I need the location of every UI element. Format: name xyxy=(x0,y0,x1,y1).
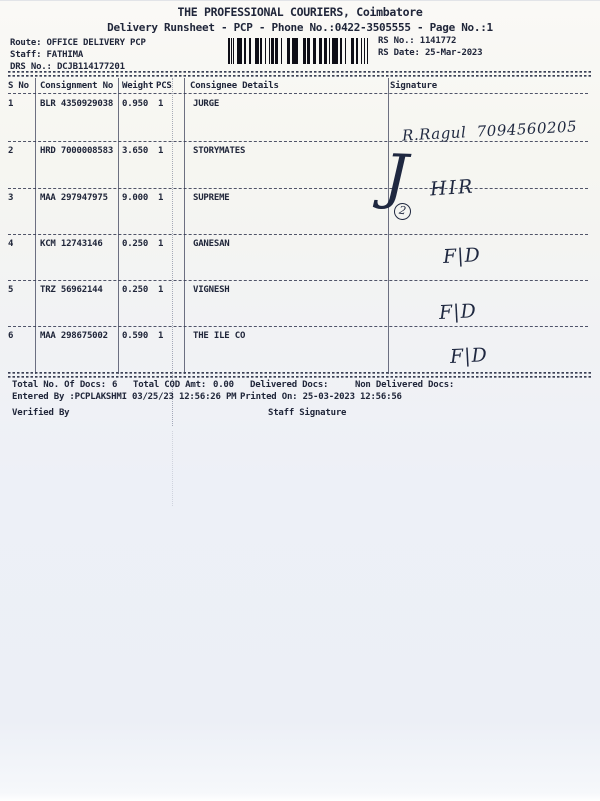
row-sno: 4 xyxy=(8,239,14,249)
row-consignee: STORYMATES xyxy=(193,146,246,156)
row-sno: 6 xyxy=(8,331,14,341)
row-weight: 0.950 xyxy=(122,99,149,109)
row-consignee: THE ILE CO xyxy=(193,331,246,341)
column-divider xyxy=(118,78,119,374)
row-weight: 0.250 xyxy=(122,285,149,295)
table-row: 3 MAA 297947975 9.000 1 SUPREME xyxy=(0,191,600,237)
column-divider xyxy=(172,78,173,426)
row-consignment: HRD 7000008583 xyxy=(40,146,114,156)
non-delivered-docs-label: Non Delivered Docs: xyxy=(355,380,455,390)
fold-mark xyxy=(172,431,173,506)
separator-line-bottom xyxy=(8,372,592,379)
table-row: 2 HRD 7000008583 3.650 1 STORYMATES xyxy=(0,144,600,190)
row-sno: 3 xyxy=(8,193,14,203)
row-consignment: BLR 4350929038 xyxy=(40,99,114,109)
handwritten-note-row3: HIR xyxy=(429,175,476,201)
row-pcs: 1 xyxy=(158,99,164,109)
header-separator xyxy=(8,93,588,94)
row-consignee: JURGE xyxy=(193,99,220,109)
staff-line: Staff: FATHIMA xyxy=(10,50,84,60)
verified-by-label: Verified By xyxy=(12,408,70,418)
staff-signature-label: Staff Signature xyxy=(268,408,347,418)
col-header-consignment: Consignment No xyxy=(40,81,114,91)
handwritten-mark-row5: F|D xyxy=(438,300,478,324)
row-pcs: 1 xyxy=(158,285,164,295)
col-header-pcs: PCS xyxy=(156,81,172,91)
delivered-docs-label: Delivered Docs: xyxy=(250,380,329,390)
rs-no-line: RS No.: 1141772 xyxy=(378,36,457,46)
col-header-weight: Weight xyxy=(122,81,154,91)
row-consignee: SUPREME xyxy=(193,193,230,203)
row-separator xyxy=(8,188,588,189)
column-divider xyxy=(35,78,36,374)
handwritten-mark-row6: F|D xyxy=(449,344,489,368)
cod-label: Total COD Amt: xyxy=(133,380,207,390)
route-line: Route: OFFICE DELIVERY PCP xyxy=(10,38,146,48)
row-pcs: 1 xyxy=(158,146,164,156)
drs-no-line: DRS No.: DCJB114177201 xyxy=(10,62,125,72)
row-weight: 3.650 xyxy=(122,146,149,156)
table-row: 1 BLR 4350929038 0.950 1 JURGE xyxy=(0,97,600,143)
col-header-signature: Signature xyxy=(390,81,437,91)
company-title: THE PROFESSIONAL COURIERS, Coimbatore xyxy=(177,5,423,19)
row-consignment: KCM 12743146 xyxy=(40,239,103,249)
col-header-consignee: Consignee Details xyxy=(190,81,279,91)
row-separator xyxy=(8,234,588,235)
entered-by-line: Entered By :PCPLAKSHMI 03/25/23 12:56:26… xyxy=(12,392,237,402)
printed-on-line: Printed On: 25-03-2023 12:56:56 xyxy=(240,392,402,402)
barcode-icon xyxy=(228,38,368,64)
handwritten-stroke-row3: J xyxy=(382,141,410,213)
separator-line-top xyxy=(8,71,592,78)
row-separator xyxy=(8,326,588,327)
total-docs-label: Total No. Of Docs: xyxy=(12,380,106,390)
column-divider xyxy=(388,78,389,374)
rs-date-line: RS Date: 25-Mar-2023 xyxy=(378,48,483,58)
row-separator xyxy=(8,280,588,281)
row-weight: 9.000 xyxy=(122,193,149,203)
row-consignment: MAA 297947975 xyxy=(40,193,108,203)
row-consignment: MAA 298675002 xyxy=(40,331,108,341)
total-docs-value: 6 xyxy=(112,380,118,390)
row-sno: 2 xyxy=(8,146,14,156)
table-row: 4 KCM 12743146 0.250 1 GANESAN xyxy=(0,237,600,283)
row-pcs: 1 xyxy=(158,331,164,341)
table-row: 5 TRZ 56962144 0.250 1 VIGNESH xyxy=(0,283,600,329)
row-pcs: 1 xyxy=(158,193,164,203)
col-header-sno: S No xyxy=(8,81,29,91)
cod-value: 0.00 xyxy=(213,380,234,390)
row-sno: 1 xyxy=(8,99,14,109)
table-row: 6 MAA 298675002 0.590 1 THE ILE CO xyxy=(0,329,600,375)
handwritten-mark-row4: F|D xyxy=(442,244,482,268)
row-consignment: TRZ 56962144 xyxy=(40,285,103,295)
row-weight: 0.250 xyxy=(122,239,149,249)
row-separator xyxy=(8,141,588,142)
column-divider xyxy=(184,78,185,374)
runsheet-subtitle: Delivery Runsheet - PCP - Phone No.:0422… xyxy=(107,21,493,34)
row-sno: 5 xyxy=(8,285,14,295)
row-consignee: VIGNESH xyxy=(193,285,230,295)
row-pcs: 1 xyxy=(158,239,164,249)
row-consignee: GANESAN xyxy=(193,239,230,249)
row-weight: 0.590 xyxy=(122,331,149,341)
